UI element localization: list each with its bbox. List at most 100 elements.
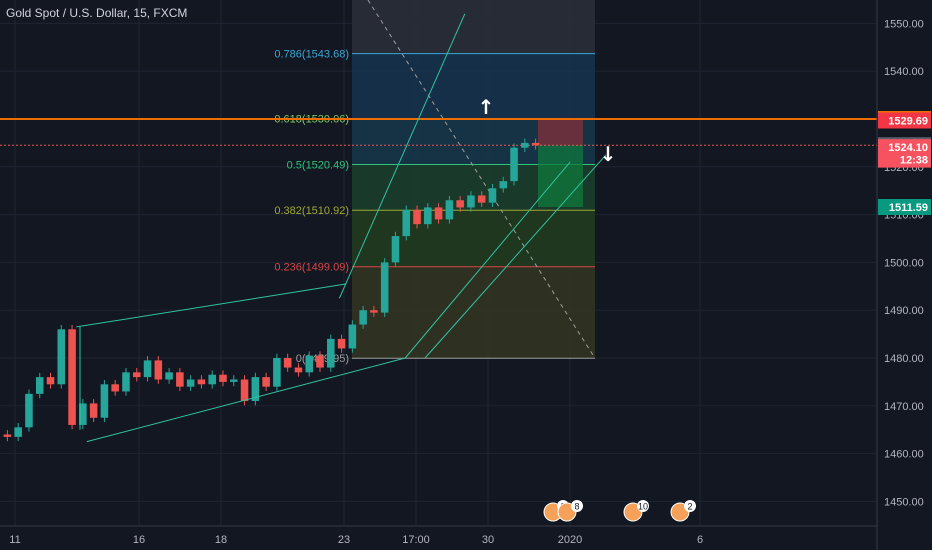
price-tag [878, 151, 931, 168]
candle-body [424, 207, 432, 225]
candles [3, 138, 540, 442]
y-tick-label: 1490.00 [884, 305, 924, 317]
candle-body [413, 209, 421, 225]
candle-body [531, 142, 540, 146]
candle-body [186, 379, 195, 387]
candle-body [316, 355, 324, 368]
trend-channel-line [338, 13, 466, 299]
event-count-label: 8 [574, 502, 579, 512]
price-axis-background [877, 0, 932, 550]
event-count-label: 10 [638, 502, 648, 512]
candle-body [273, 358, 281, 387]
x-tick-label: 30 [482, 534, 494, 546]
candle-body [510, 147, 518, 182]
candle-body [337, 338, 346, 349]
price-tag-label: 1524.10 [888, 142, 928, 154]
y-tick-label: 1470.00 [884, 401, 924, 413]
candle-body [132, 372, 141, 378]
candle-body [521, 142, 529, 148]
x-tick-label: 17:00 [402, 534, 430, 546]
candle-body [219, 374, 227, 382]
candle-body [111, 384, 119, 392]
candle-body [251, 377, 260, 402]
candle-body [294, 367, 303, 373]
candle-body [327, 338, 335, 368]
trend-channel-line [404, 161, 571, 359]
candle-body [262, 377, 270, 387]
candle-body [499, 181, 508, 189]
price-tag-label: 1529.69 [888, 115, 928, 127]
y-tick-label: 1460.00 [884, 449, 924, 461]
trend-channel-line [76, 283, 347, 328]
x-tick-label: 18 [215, 534, 227, 546]
event-count-badge [684, 500, 696, 512]
event-count-label: 2 [687, 502, 692, 512]
candle-body [14, 427, 22, 437]
trend-channel-line [86, 357, 406, 443]
fib-level-label: 0.5(1520.49) [287, 159, 349, 171]
ascending-support-line [424, 154, 607, 359]
fib-zone-band [352, 53, 595, 119]
event-count-badge [571, 500, 583, 512]
fib-level-label: 0.786(1543.68) [274, 49, 349, 61]
y-tick-label: 1500.00 [884, 257, 924, 269]
candle-body [3, 434, 12, 437]
candle-body [100, 384, 109, 418]
candle-body [380, 262, 389, 313]
fib-trend-line [367, 0, 596, 359]
candle-body [402, 209, 411, 237]
price-tag-label: 12:38 [900, 155, 928, 167]
candle-body [46, 377, 55, 385]
chart-title: Gold Spot / U.S. Dollar, 15, FXCM [6, 6, 188, 20]
x-tick-label: 2020 [558, 534, 582, 546]
x-tick-label: 23 [338, 534, 350, 546]
candle-body [359, 310, 367, 325]
candle-body [79, 403, 87, 425]
candle-body [122, 372, 130, 392]
candle-body [25, 393, 33, 428]
candle-body [208, 374, 216, 385]
candle-body [165, 372, 173, 380]
price-tag [878, 198, 931, 215]
candle-body [370, 310, 378, 313]
candle-body [57, 329, 66, 385]
fib-level-label: 0.382(1510.92) [274, 205, 349, 217]
fib-zone-band [352, 0, 595, 54]
down-arrow-icon: ↓ [600, 142, 617, 166]
price-tag [878, 139, 931, 156]
candle-body [89, 403, 98, 418]
y-tick-label: 1550.00 [884, 18, 924, 30]
candle-body [68, 329, 76, 425]
candle-body [35, 377, 44, 394]
event-count-badge [637, 500, 649, 512]
y-tick-label: 1480.00 [884, 353, 924, 365]
candle-body [488, 188, 497, 203]
candle-body [348, 324, 357, 349]
price-tag [878, 112, 931, 129]
y-tick-label: 1540.00 [884, 66, 924, 78]
channel-lines [76, 13, 607, 443]
x-tick-label: 6 [697, 534, 703, 546]
position-stop-zone [538, 118, 583, 146]
candle-body [445, 200, 454, 220]
price-axis: 1450.00 1460.00 1470.00 1480.00 1490.00 1500.… [876, 0, 932, 550]
event-badges: 28102 [543, 500, 696, 522]
candle-body [240, 379, 249, 402]
position-target-zone [538, 145, 583, 207]
candle-body [391, 236, 400, 263]
price-tag-label: 1511.59 [889, 202, 928, 214]
fib-zone-band [352, 266, 595, 359]
y-tick-label: 1450.00 [884, 496, 924, 508]
candle-body [434, 207, 443, 220]
candle-body [283, 358, 292, 368]
fib-zone-band [352, 210, 595, 267]
candle-body [143, 360, 152, 378]
time-axis: 11 16 18 23 17:00 30 2020 6 [0, 525, 877, 546]
candle-body [456, 200, 464, 208]
x-tick-label: 16 [133, 534, 145, 546]
candle-body [197, 379, 206, 385]
candle-body [477, 195, 486, 203]
up-arrow-icon: ↑ [478, 95, 495, 119]
candle-body [154, 360, 163, 380]
